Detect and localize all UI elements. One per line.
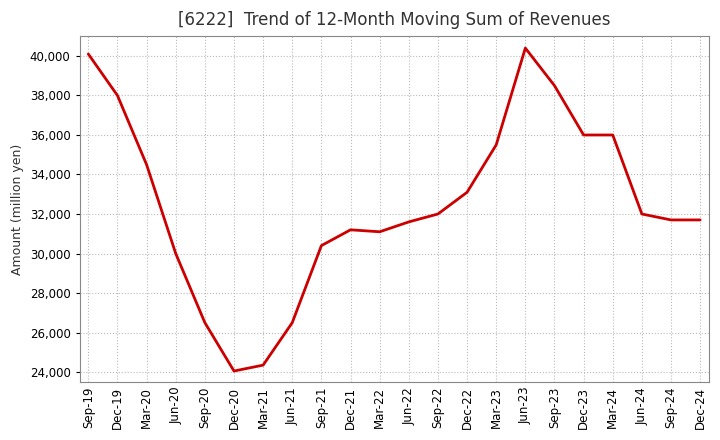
Y-axis label: Amount (million yen): Amount (million yen) [11,143,24,275]
Title: [6222]  Trend of 12-Month Moving Sum of Revenues: [6222] Trend of 12-Month Moving Sum of R… [178,11,611,29]
